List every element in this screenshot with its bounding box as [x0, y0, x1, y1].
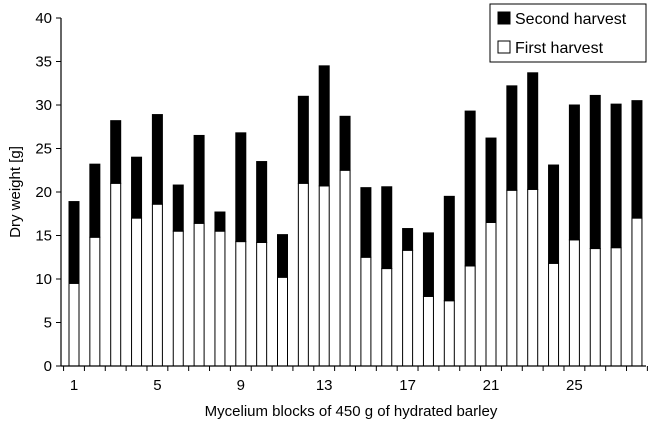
y-tick-label: 5 [44, 315, 52, 332]
bar-first-harvest [277, 276, 288, 367]
bar-second-harvest [610, 103, 622, 249]
bar-second-harvest [89, 163, 101, 238]
bar-second-harvest [277, 234, 288, 278]
bar-first-harvest [256, 241, 268, 367]
legend-swatch-second-harvest [497, 11, 511, 25]
bar-second-harvest [527, 72, 539, 190]
bar-second-harvest [297, 95, 309, 184]
legend-box [489, 3, 647, 63]
bar-second-harvest [568, 104, 580, 241]
x-tick-label: 5 [153, 377, 161, 394]
bar-first-harvest [610, 247, 622, 367]
bar-second-harvest [631, 100, 643, 219]
bar-first-harvest [214, 230, 226, 367]
bar-second-harvest [131, 156, 143, 219]
bar-second-harvest [214, 211, 226, 232]
bar-second-harvest [443, 195, 455, 302]
bar-second-harvest [402, 228, 414, 251]
legend: Second harvest First harvest [489, 3, 647, 63]
x-tick-label: 9 [237, 377, 245, 394]
bar-second-harvest [172, 184, 184, 232]
bar-first-harvest [151, 203, 163, 367]
bar-first-harvest [110, 182, 122, 367]
bar-first-harvest [68, 282, 80, 367]
legend-swatch-first-harvest [497, 40, 511, 54]
bar-first-harvest [527, 188, 539, 367]
legend-label-first-harvest: First harvest [515, 40, 604, 57]
bar-second-harvest [360, 187, 372, 258]
axes [60, 18, 646, 367]
bar-second-harvest [339, 115, 351, 171]
bar-first-harvest [548, 262, 560, 367]
bar-first-harvest [131, 217, 143, 367]
bar-first-harvest [339, 169, 351, 367]
y-tick-label: 20 [35, 184, 52, 201]
y-tick-label: 25 [35, 141, 52, 158]
bar-first-harvest [443, 300, 455, 367]
bar-first-harvest [589, 248, 601, 367]
y-tick-label: 10 [35, 271, 52, 288]
y-tick-label: 35 [35, 54, 52, 71]
bar-second-harvest [381, 186, 393, 270]
bar-first-harvest [318, 185, 330, 367]
bar-first-harvest [568, 239, 580, 367]
bar-first-harvest [193, 222, 205, 367]
legend-label-second-harvest: Second harvest [515, 11, 627, 28]
x-tick-label: 17 [399, 377, 416, 394]
bar-first-harvest [172, 230, 184, 367]
bar-first-harvest [464, 265, 476, 367]
bar-first-harvest [422, 295, 434, 367]
y-tick-label: 30 [35, 97, 52, 114]
x-axis-title: Mycelium blocks of 450 g of hydrated bar… [205, 403, 498, 420]
bar-second-harvest [318, 65, 330, 187]
bar-second-harvest [589, 94, 601, 250]
x-axis-ticks: 1 5 9 13 17 21 25 [63, 366, 648, 394]
bar-first-harvest [506, 189, 518, 367]
bar-first-harvest [297, 182, 309, 367]
bar-second-harvest [464, 110, 476, 267]
x-tick-label: 21 [483, 377, 500, 394]
y-tick-label: 0 [44, 358, 52, 375]
bar-first-harvest [485, 221, 497, 367]
bar-first-harvest [89, 236, 101, 367]
y-axis-ticks: 0 5 10 15 20 25 30 35 40 [35, 10, 61, 375]
bar-second-harvest [151, 114, 163, 205]
bar-first-harvest [402, 249, 414, 367]
bar-first-harvest [235, 241, 247, 367]
y-axis-title: Dry weight [g] [7, 146, 24, 238]
bar-first-harvest [381, 268, 393, 367]
bar-second-harvest [193, 134, 205, 224]
bar-second-harvest [68, 201, 80, 284]
bar-second-harvest [548, 164, 560, 264]
bar-second-harvest [485, 137, 497, 223]
y-tick-label: 40 [35, 10, 52, 27]
bar-second-harvest [256, 161, 268, 243]
bar-first-harvest [360, 256, 372, 367]
bar-second-harvest [235, 132, 247, 243]
y-tick-label: 15 [35, 228, 52, 245]
x-tick-label: 1 [70, 377, 78, 394]
x-tick-label: 13 [316, 377, 333, 394]
bar-second-harvest [506, 85, 518, 191]
x-tick-label: 25 [566, 377, 583, 394]
bars-group [68, 65, 643, 367]
bar-second-harvest [422, 232, 434, 297]
bar-first-harvest [631, 217, 643, 367]
bar-second-harvest [110, 120, 122, 184]
